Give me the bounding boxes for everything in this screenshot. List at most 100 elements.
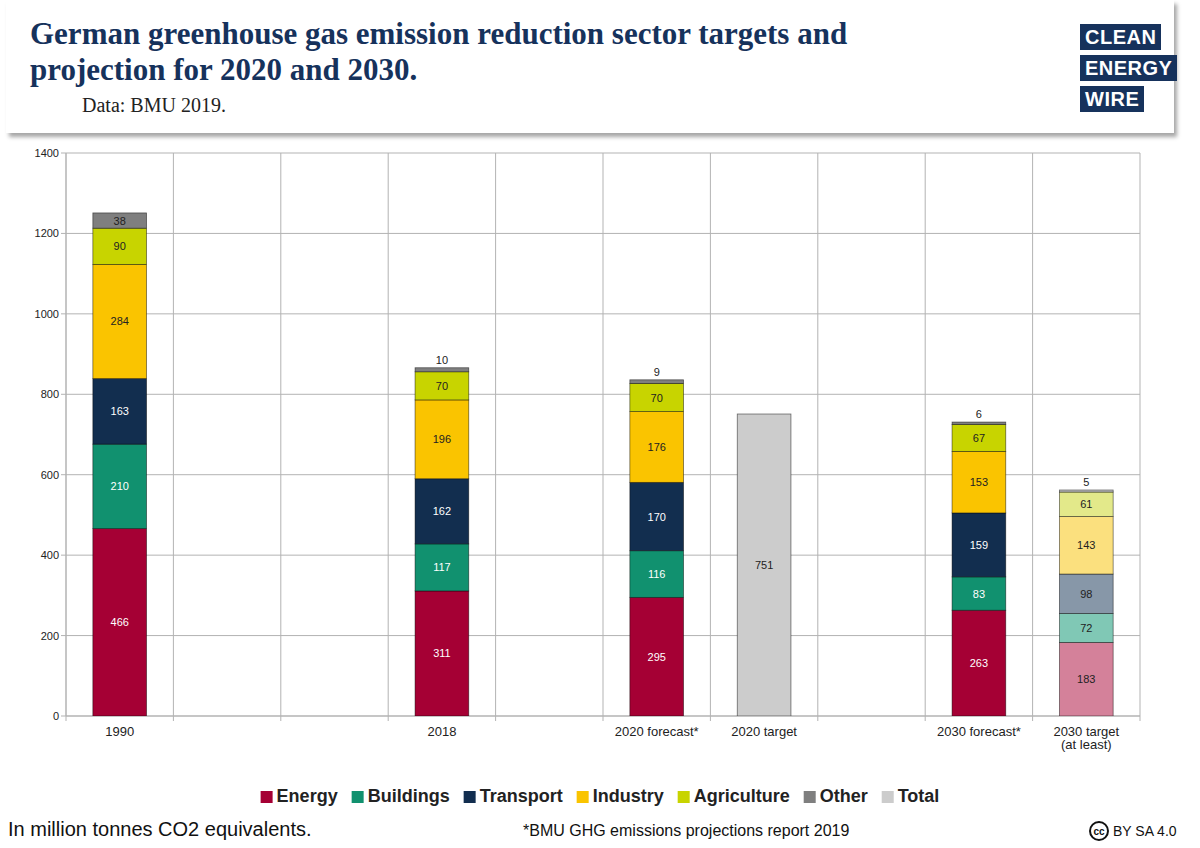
legend-label: Energy [277, 786, 338, 806]
data-label: 263 [970, 657, 988, 669]
bar-segment [952, 451, 1006, 513]
legend-swatch [464, 791, 476, 803]
bar-segment [1059, 517, 1113, 575]
bar-segment [93, 529, 147, 716]
category-separator [817, 153, 818, 721]
y-tick [61, 635, 66, 636]
data-label: 163 [111, 405, 129, 417]
legend-label: Total [898, 786, 940, 806]
legend: EnergyBuildingsTransportIndustryAgricult… [261, 786, 940, 806]
category-separator [603, 153, 604, 721]
data-label: 170 [648, 511, 666, 523]
y-tick [61, 313, 66, 314]
bar-segment [630, 551, 684, 598]
y-tick-label: 1000 [35, 308, 59, 320]
unit-note: In million tonnes CO2 equivalents. [8, 818, 312, 840]
x-tick-label-line: 2020 forecast* [615, 724, 699, 739]
x-tick-label: 2020 forecast* [615, 724, 699, 739]
legend-swatch [804, 791, 816, 803]
x-tick-label-line: 2018 [427, 724, 456, 739]
y-tick-label: 1200 [35, 227, 59, 239]
data-label: 153 [970, 476, 988, 488]
bar-segment [952, 513, 1006, 577]
legend-swatch [678, 791, 690, 803]
data-label: 751 [755, 559, 773, 571]
category-separator [710, 153, 711, 721]
category-separator [388, 153, 389, 721]
data-label: 176 [648, 441, 666, 453]
logo-word: ENERGY [1080, 55, 1177, 81]
y-tick [61, 716, 66, 717]
bar-segment [952, 422, 1006, 424]
y-tick [61, 233, 66, 234]
legend-label: Industry [593, 786, 664, 806]
data-label: 61 [1080, 498, 1092, 510]
x-tick-label: 1990 [105, 724, 134, 739]
data-label: 38 [114, 215, 126, 227]
data-label: 5 [1083, 476, 1089, 488]
data-label: 117 [433, 561, 451, 573]
bar-segment [630, 482, 684, 550]
legend-swatch [882, 791, 894, 803]
x-tick-label-line: 2030 forecast* [937, 724, 1021, 739]
stage: German greenhouse gas emission reduction… [0, 0, 1200, 848]
bar-segment [415, 400, 469, 479]
y-tick-label: 200 [41, 630, 59, 642]
legend-item: Other [804, 786, 868, 806]
category-separator [173, 153, 174, 721]
bar-segment [630, 597, 684, 716]
legend-label: Other [820, 786, 868, 806]
legend-label: Agriculture [694, 786, 790, 806]
data-label: 311 [433, 647, 451, 659]
data-label: 295 [648, 651, 666, 663]
bar-segment [952, 577, 1006, 610]
x-tick-label-line: 1990 [105, 724, 134, 739]
category-separator [495, 153, 496, 721]
bar-segment [415, 544, 469, 591]
bar-segment [415, 479, 469, 544]
license-icon: cc [1093, 826, 1105, 837]
bar-segment [93, 379, 147, 445]
bar-segment [93, 213, 147, 228]
y-tick-label: 400 [41, 549, 59, 561]
bar-segment [415, 591, 469, 716]
category-separator [1140, 153, 1141, 721]
grid [66, 153, 1140, 721]
data-label: 183 [1077, 673, 1095, 685]
legend-swatch [577, 791, 589, 803]
subtitle: Data: BMU 2019. [82, 94, 226, 117]
data-label: 162 [433, 505, 451, 517]
data-label: 70 [651, 392, 663, 404]
category-separator [1032, 153, 1033, 721]
data-label: 284 [111, 315, 129, 327]
y-tick-label: 800 [41, 388, 59, 400]
y-tick [61, 474, 66, 475]
license: BY SA 4.0 [1113, 823, 1177, 839]
legend-item: Energy [261, 786, 338, 806]
chart: 0200400600800100012001400199020182020 fo… [0, 0, 1200, 848]
data-label: 90 [114, 240, 126, 252]
x-tick-label-line: (at least) [1061, 737, 1112, 752]
bar-segment [1059, 492, 1113, 517]
bar-segment [93, 228, 147, 264]
bar-segment [1059, 574, 1113, 613]
bar-segment [93, 444, 147, 528]
y-tick-label: 1400 [35, 147, 59, 159]
bar-segment [93, 264, 147, 378]
data-label: 67 [973, 432, 985, 444]
bar-segment [630, 380, 684, 384]
data-label: 98 [1080, 588, 1092, 600]
data-label: 70 [436, 380, 448, 392]
y-tick [61, 555, 66, 556]
legend-item: Agriculture [678, 786, 790, 806]
header: German greenhouse gas emission reduction… [6, 0, 1174, 133]
data-label: 210 [111, 480, 129, 492]
data-label: 9 [654, 366, 660, 378]
category-separator [280, 153, 281, 721]
y-tick [61, 394, 66, 395]
source-note: *BMU GHG emissions projections report 20… [523, 822, 849, 839]
data-labels: 4662101632849038311117162196701029511617… [111, 215, 1096, 686]
data-label: 466 [111, 616, 129, 628]
legend-item: Industry [577, 786, 664, 806]
bar-segment [952, 424, 1006, 451]
